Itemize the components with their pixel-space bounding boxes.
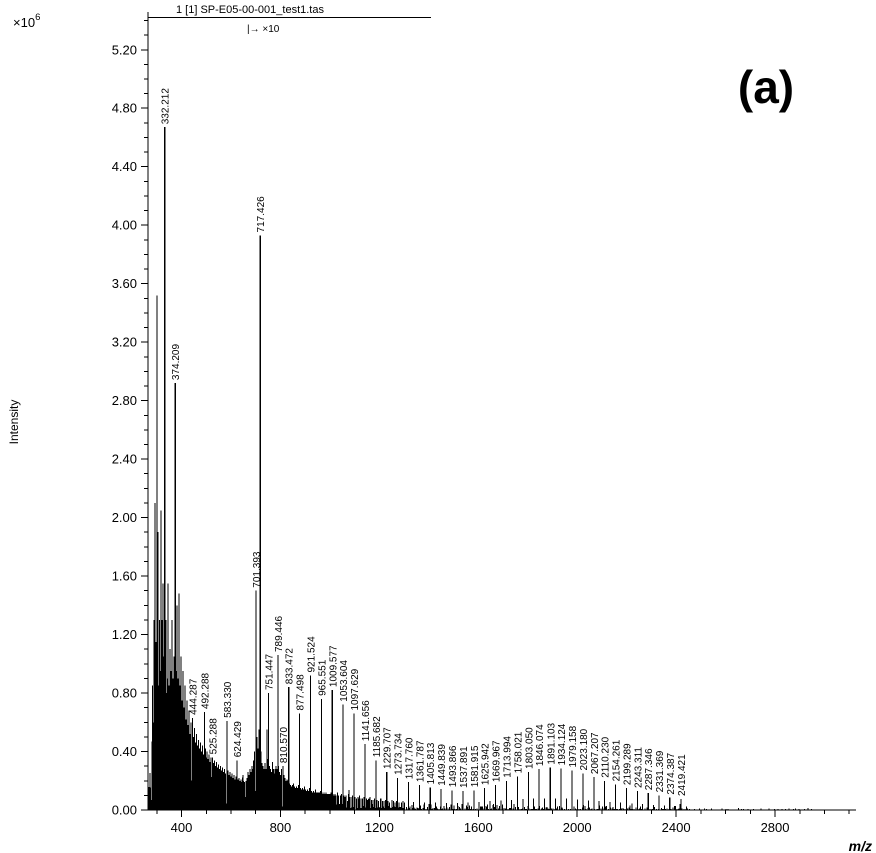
- peak-label: 1891.103: [546, 722, 557, 764]
- x-axis-title: m/z: [849, 838, 872, 853]
- peak-label: 1934.124: [557, 723, 568, 765]
- peak-label: 751.447: [264, 653, 275, 690]
- peak-label: 332.212: [161, 88, 172, 125]
- peak-label: 2023.180: [579, 728, 590, 770]
- peak-label: 2331.369: [655, 750, 666, 792]
- y-tick-label: 0.40: [112, 744, 137, 759]
- peak-label: 1053.604: [339, 660, 350, 702]
- peak-label: 1405.813: [426, 742, 437, 784]
- peak-label: 2374.387: [666, 752, 677, 794]
- y-tick-label: 2.40: [112, 452, 137, 467]
- peak-label: 877.498: [296, 674, 307, 711]
- peak-label: 1758.021: [513, 731, 524, 773]
- y-tick-label: 0.00: [112, 803, 137, 818]
- y-axis-title: Intensity: [7, 400, 21, 445]
- peak-label: 1979.158: [568, 725, 579, 767]
- peak-label: 2243.311: [633, 747, 644, 788]
- y-scale-label: ×106: [13, 12, 40, 30]
- peak-label: 701.393: [252, 551, 263, 588]
- peak-labels: 332.212 374.209 444.287 492.288 525.288583.3…: [161, 88, 688, 796]
- peak-label: 789.446: [274, 615, 285, 652]
- y-tick-label: 2.00: [112, 510, 137, 525]
- peak-label: 1009.577: [328, 645, 339, 687]
- peak-label: 624.429: [233, 721, 244, 758]
- y-tick-label: 0.80: [112, 686, 137, 701]
- x-tick-label: 2400: [662, 820, 691, 835]
- peak-label: 2419.421: [677, 754, 688, 796]
- peak-label: 2199.289: [622, 743, 633, 785]
- peak-label: 2110.230: [600, 736, 611, 777]
- peak-label: 1581.915: [470, 745, 481, 787]
- chart-title: 1 [1] SP-E05-00-001_test1.tas: [176, 4, 324, 16]
- peak-label: 1361.787: [415, 740, 426, 782]
- peak-label: 1493.866: [448, 745, 459, 787]
- peak-label: 1097.629: [350, 668, 361, 710]
- peak-label: 965.551: [317, 659, 328, 696]
- peak-label: 833.472: [285, 648, 296, 685]
- y-tick-label: 4.00: [112, 218, 137, 233]
- x-tick-label: 400: [171, 820, 193, 835]
- peak-label: 2287.346: [644, 748, 655, 790]
- x10-region-annotation: |→ ×10: [247, 24, 280, 35]
- axis-lines: [147, 12, 856, 811]
- peak-label: 1229.707: [383, 727, 394, 769]
- peak-label: 1669.967: [492, 740, 503, 782]
- y-scale-exponent: 6: [35, 12, 40, 23]
- tick-labels: 0.00 0.40 0.80 1.20 1.60 2.00 2.40 2.80 3.20 3.60…: [112, 42, 790, 835]
- peak-label: 444.287: [188, 678, 199, 715]
- peak-label: 525.288: [209, 718, 220, 755]
- peak-label: 2067.207: [590, 732, 601, 774]
- y-tick-label: 1.20: [112, 627, 137, 642]
- peak-label: 583.330: [223, 681, 234, 718]
- y-tick-label: 3.60: [112, 276, 137, 291]
- panel-label: (a): [738, 61, 794, 113]
- y-tick-label: 2.80: [112, 393, 137, 408]
- x-tick-label: 800: [270, 820, 292, 835]
- peak-label: 492.288: [200, 672, 211, 709]
- y-scale-prefix: ×10: [13, 15, 35, 30]
- peak-label: 2154.261: [611, 739, 622, 781]
- peak-label: 1537.891: [459, 746, 470, 788]
- x-tick-label: 2800: [761, 820, 790, 835]
- peak-label: 1713.994: [502, 736, 513, 778]
- peak-label: 1185.682: [372, 716, 383, 757]
- peak-label: 810.570: [279, 727, 290, 764]
- labeled-peaks: [164, 127, 682, 810]
- peak-label: 1846.074: [535, 724, 546, 766]
- peak-label: 1141.656: [361, 700, 372, 741]
- y-tick-label: 4.40: [112, 159, 137, 174]
- peak-label: 1803.050: [524, 727, 535, 769]
- y-tick-label: 4.80: [112, 101, 137, 116]
- peak-label: 1449.839: [437, 744, 448, 786]
- y-tick-label: 3.20: [112, 335, 137, 350]
- x-tick-label: 1200: [365, 820, 394, 835]
- peak-label: 374.209: [171, 344, 182, 381]
- peak-label: 1317.760: [404, 737, 415, 779]
- peak-label: 1625.942: [481, 743, 492, 785]
- x-tick-label: 1600: [464, 820, 493, 835]
- peak-label: 717.426: [256, 196, 267, 233]
- minor-peaks: [152, 295, 687, 810]
- x-tick-label: 2000: [563, 820, 592, 835]
- axes-and-ticks: [141, 12, 856, 817]
- y-tick-label: 5.20: [112, 42, 137, 57]
- peak-label: 921.524: [306, 636, 317, 673]
- y-tick-label: 1.60: [112, 569, 137, 584]
- peak-label: 1273.734: [394, 733, 405, 775]
